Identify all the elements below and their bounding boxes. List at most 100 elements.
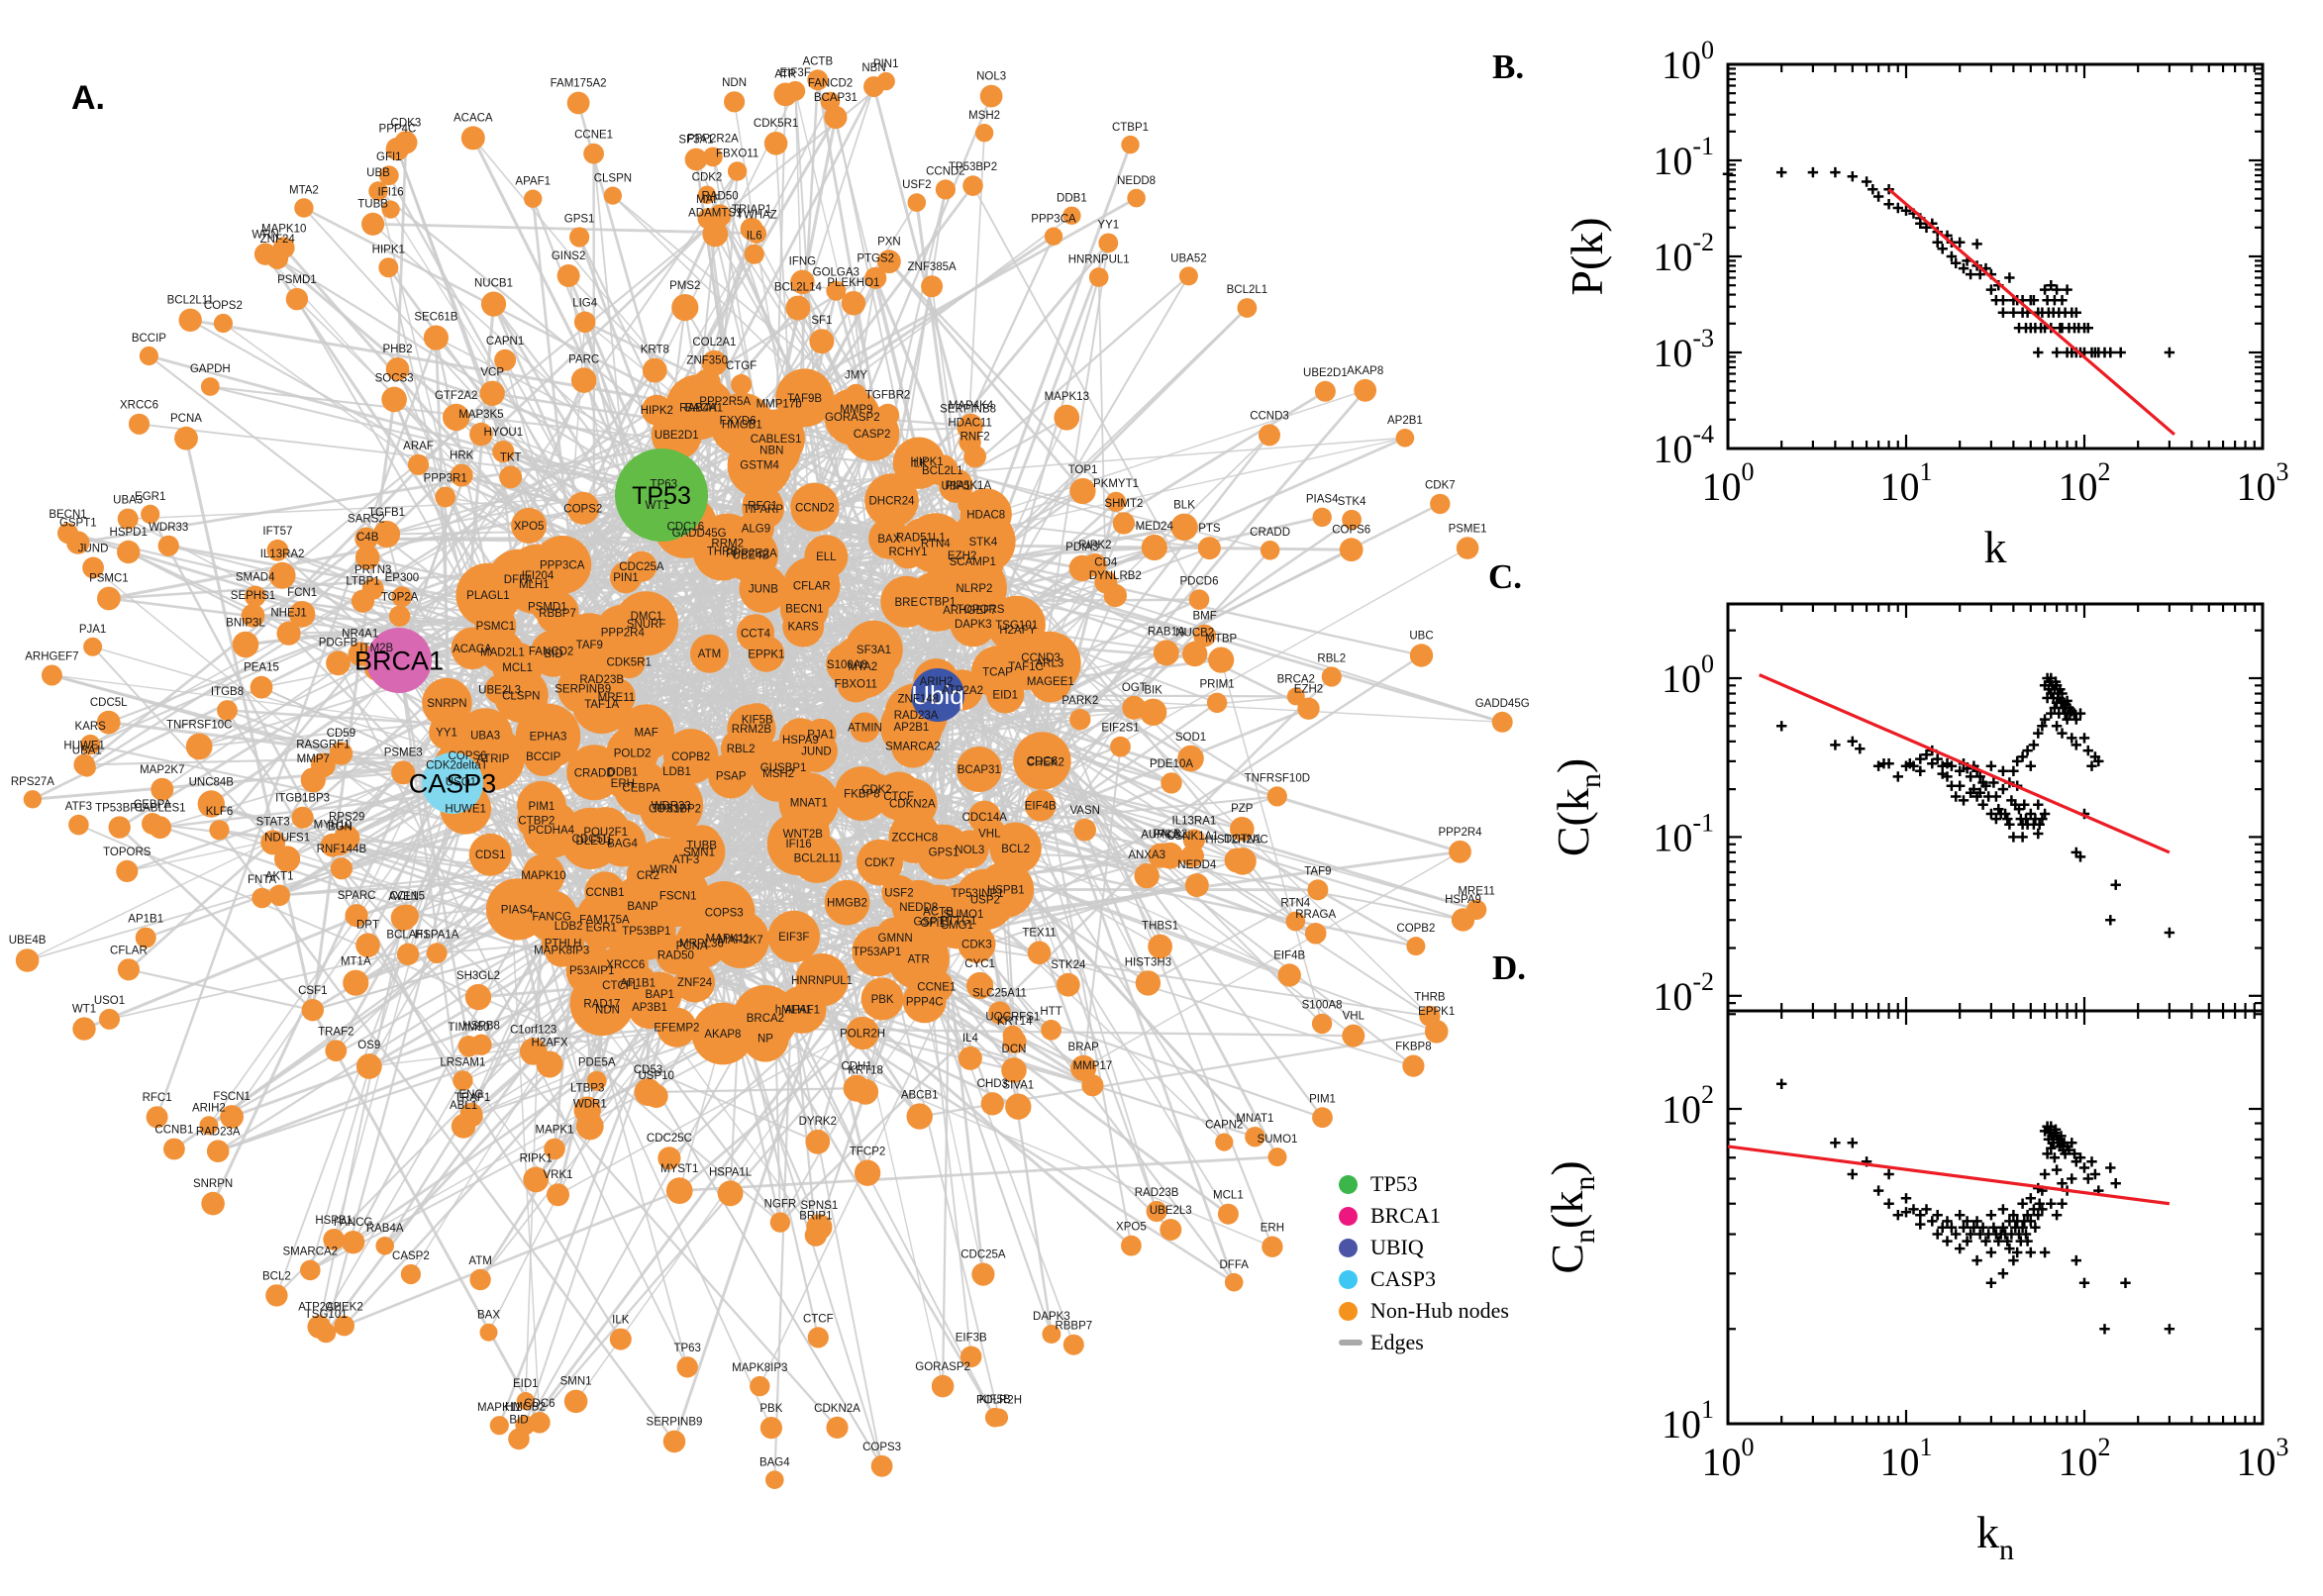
svg-text:PCNA: PCNA — [676, 941, 708, 952]
svg-text:NOL3: NOL3 — [955, 845, 984, 856]
svg-text:COPB2: COPB2 — [671, 751, 710, 763]
svg-text:CCNE1: CCNE1 — [574, 130, 613, 142]
svg-text:MAD2L1: MAD2L1 — [480, 648, 525, 659]
svg-text:RAD23A: RAD23A — [196, 1126, 241, 1138]
svg-text:ITGB1BP3: ITGB1BP3 — [275, 793, 330, 805]
svg-text:DAPK3: DAPK3 — [1033, 1311, 1070, 1323]
svg-text:RTN4: RTN4 — [1280, 898, 1310, 910]
svg-text:TAF1A: TAF1A — [584, 699, 619, 711]
svg-text:IL13RA2: IL13RA2 — [260, 549, 305, 560]
svg-text:CD53: CD53 — [634, 1064, 662, 1076]
svg-text:WDR33: WDR33 — [652, 801, 691, 813]
svg-text:MED24: MED24 — [1136, 521, 1174, 533]
svg-text:UBA52: UBA52 — [1170, 252, 1206, 264]
xtick-label: 102 — [2059, 457, 2111, 509]
network-panel: TP53 BRCA1 Ubiq CASP3 BCL2 MAPK10 EPPK1 USO1 GSP… — [9, 55, 1530, 1489]
svg-text:BCL2: BCL2 — [1001, 844, 1030, 855]
svg-text:CDC6: CDC6 — [524, 1398, 555, 1410]
svg-text:COPS3: COPS3 — [705, 907, 744, 919]
svg-text:HSPB1: HSPB1 — [315, 1215, 353, 1227]
powerlaw-fit-line — [1727, 1145, 2171, 1206]
svg-text:TP63: TP63 — [673, 1343, 701, 1354]
svg-text:P53AIP1: P53AIP1 — [569, 965, 614, 977]
svg-text:UBC: UBC — [1409, 630, 1433, 642]
svg-text:TP53INP1: TP53INP1 — [951, 888, 1003, 900]
svg-text:AP3B1: AP3B1 — [632, 1002, 667, 1014]
svg-text:RRAGA: RRAGA — [1295, 909, 1336, 921]
svg-text:PARC: PARC — [568, 353, 599, 365]
svg-text:GTF2A2: GTF2A2 — [435, 390, 477, 402]
ytick-label: 10-1 — [1653, 132, 1714, 183]
svg-text:IL4: IL4 — [962, 1033, 979, 1045]
svg-text:DFFA: DFFA — [504, 574, 534, 586]
svg-text:RBBP7: RBBP7 — [539, 608, 576, 620]
svg-text:ACTB: ACTB — [923, 907, 954, 919]
svg-text:DCTN1: DCTN1 — [1224, 834, 1262, 846]
svg-text:CFLAR: CFLAR — [110, 945, 148, 956]
panel-d-label: D. — [1492, 948, 1527, 987]
svg-text:YY1: YY1 — [1097, 220, 1119, 232]
svg-text:TGFBR2: TGFBR2 — [865, 390, 910, 402]
svg-text:MAF: MAF — [634, 728, 657, 740]
svg-text:GSTM4: GSTM4 — [740, 460, 779, 472]
svg-text:DLEU1: DLEU1 — [575, 836, 612, 848]
svg-text:GINS2: GINS2 — [552, 250, 586, 262]
svg-text:ITGB8: ITGB8 — [211, 686, 244, 698]
svg-text:CD4: CD4 — [1094, 557, 1118, 569]
svg-text:GFI1: GFI1 — [376, 151, 402, 163]
xtick-label: 100 — [1702, 1433, 1755, 1484]
panel-a-label: A. — [71, 79, 105, 117]
svg-text:PZP: PZP — [1231, 803, 1254, 815]
ytick-label: 100 — [1662, 649, 1714, 701]
svg-text:HSPB1: HSPB1 — [987, 884, 1025, 896]
svg-text:PSMD1: PSMD1 — [277, 274, 317, 286]
svg-text:HMGB2: HMGB2 — [827, 898, 867, 910]
svg-text:PJA1: PJA1 — [807, 729, 835, 741]
svg-text:TP53BP2: TP53BP2 — [653, 804, 701, 816]
svg-text:CCT4: CCT4 — [741, 628, 771, 640]
svg-text:SIVA1: SIVA1 — [1002, 1080, 1034, 1092]
svg-text:WDR1: WDR1 — [573, 1099, 607, 1111]
svg-text:HIST2H2AC: HIST2H2AC — [1205, 835, 1267, 847]
svg-text:RBL2: RBL2 — [1317, 653, 1346, 665]
svg-text:TOP1: TOP1 — [1068, 464, 1098, 476]
plot-frame — [1726, 62, 2265, 450]
svg-text:AURKA: AURKA — [1141, 830, 1180, 842]
svg-text:DFFA: DFFA — [1220, 1259, 1250, 1271]
svg-text:AP2B1: AP2B1 — [893, 722, 929, 734]
legend-item: UBIQ — [1339, 1232, 1509, 1263]
svg-text:TUBB: TUBB — [357, 199, 388, 211]
svg-text:TUBB: TUBB — [686, 841, 717, 852]
svg-text:NEDD8: NEDD8 — [899, 902, 938, 914]
svg-text:SEC61B: SEC61B — [414, 311, 457, 323]
svg-text:CSNK1A1: CSNK1A1 — [1166, 831, 1218, 843]
svg-text:GAPDH: GAPDH — [190, 363, 231, 375]
svg-text:MAPK10: MAPK10 — [261, 223, 306, 235]
svg-text:ATF3: ATF3 — [65, 801, 92, 813]
svg-text:BID: BID — [545, 648, 563, 660]
svg-text:EPPK1: EPPK1 — [748, 648, 784, 660]
svg-text:MTA2: MTA2 — [848, 661, 877, 673]
svg-text:USF2: USF2 — [884, 888, 913, 900]
svg-text:TP53BP1: TP53BP1 — [622, 926, 670, 938]
svg-text:RFC1: RFC1 — [748, 501, 777, 513]
svg-text:SPNS1: SPNS1 — [801, 1200, 839, 1212]
svg-text:ANXA3: ANXA3 — [1128, 849, 1165, 861]
svg-text:TOP2A: TOP2A — [381, 592, 419, 604]
svg-text:TP53BP1: TP53BP1 — [95, 803, 144, 815]
svg-text:STK4: STK4 — [969, 537, 998, 549]
svg-text:WRN: WRN — [252, 230, 278, 242]
svg-text:POLD2: POLD2 — [614, 748, 652, 759]
svg-text:RASGRF1: RASGRF1 — [296, 740, 350, 751]
svg-text:SHMT2: SHMT2 — [1104, 498, 1143, 510]
svg-text:COPS6: COPS6 — [449, 750, 487, 762]
svg-text:CCNB1: CCNB1 — [154, 1125, 193, 1137]
svg-text:SERPINB8: SERPINB8 — [940, 404, 996, 416]
svg-text:BAX: BAX — [477, 1310, 500, 1322]
svg-text:MAPK8IP3: MAPK8IP3 — [732, 1362, 787, 1374]
svg-text:HRK: HRK — [450, 450, 474, 462]
legend-item: Non-Hub nodes — [1339, 1295, 1509, 1327]
svg-text:PIAS4: PIAS4 — [501, 904, 534, 916]
svg-text:RPS27A: RPS27A — [11, 776, 54, 788]
svg-text:ZCCHC8: ZCCHC8 — [891, 833, 938, 845]
